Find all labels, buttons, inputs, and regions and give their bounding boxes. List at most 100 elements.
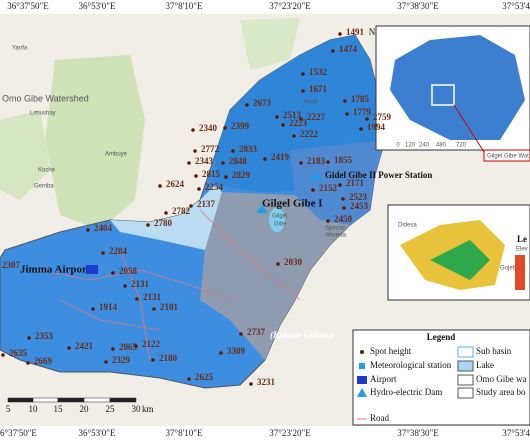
legend-item: Airport [370, 374, 397, 384]
spot-height: 2058 [119, 266, 138, 276]
scale-seg [57, 397, 85, 403]
spot-height-dot [101, 251, 105, 255]
feature-label: Jimma Airport [20, 264, 91, 276]
spot-height: 2421 [75, 341, 94, 351]
spot-height-dot [338, 183, 342, 187]
coord-top: 37°53'4 [502, 1, 530, 11]
spot-height: 1914 [99, 302, 118, 312]
dam-icon [310, 172, 322, 180]
spot-height: 2513 [283, 110, 302, 120]
spot-height: 2782 [172, 206, 191, 216]
legend-item: Omo Gibe wa [476, 374, 527, 384]
spot-height-dot [275, 115, 279, 119]
spot-height: 2523 [349, 192, 368, 202]
spot-height-dot [187, 377, 191, 381]
spot-height-dot [27, 336, 31, 340]
lake [269, 208, 285, 232]
spot-height-dot [359, 127, 363, 131]
spot-height-dot [326, 219, 330, 223]
spot-height: 2759 [373, 112, 392, 122]
legend-key [457, 387, 474, 399]
spot-height-dot [331, 49, 335, 53]
inset-box [431, 84, 455, 106]
spot-height-dot [146, 223, 150, 227]
scale-tick: 30 [132, 404, 142, 414]
spot-height-dot [299, 161, 303, 165]
spot-height: 1779 [353, 107, 372, 117]
spot-height: 2669 [34, 356, 53, 366]
spot-height-dot [311, 188, 315, 192]
spot-height-dot [219, 351, 223, 355]
spot-height-dot [123, 284, 127, 288]
roads [39, 209, 301, 361]
spot-height: 2307 [2, 260, 21, 270]
spot-height-dot [193, 149, 197, 153]
spot-height: 2137 [197, 199, 216, 209]
spot-height: 1855 [334, 155, 353, 165]
spot-height: 2624 [166, 179, 185, 189]
scale-tick: 15 [54, 404, 64, 414]
sub-basin-east [290, 140, 385, 225]
north-arrow: N [369, 27, 376, 37]
inset-label-box [483, 149, 530, 162]
spot-height: 2030 [284, 257, 303, 267]
scale-seg [83, 397, 111, 403]
inset-scale: 120 [405, 143, 416, 149]
spot-height-dot [1, 353, 5, 357]
coord-top: 36°37'50"E [7, 1, 49, 11]
legend-box [352, 329, 530, 426]
spot-height: 2065 [119, 342, 138, 352]
spot-height: 1785 [351, 94, 370, 104]
spot-height-dot [326, 160, 330, 164]
scale-tick: 20 [80, 404, 90, 414]
spot-height-dot [187, 161, 191, 165]
base-label: Limushay [30, 111, 56, 117]
legend-item: Hydro-electric Dam [370, 387, 442, 397]
scale-tick: 10 [29, 404, 39, 414]
forest [240, 18, 300, 70]
spot-height-dot [158, 184, 162, 188]
spot-height: 2404 [94, 223, 113, 233]
spot-height: 2254 [205, 182, 224, 192]
spot-height-dot [134, 344, 138, 348]
legend-title: Legend [427, 332, 456, 342]
spot-height: 2122 [142, 339, 161, 349]
base-label: Yanfa [12, 46, 28, 52]
spot-height: 2340 [199, 123, 218, 133]
scale-seg [7, 397, 34, 403]
sub-basin-center [200, 192, 350, 360]
spot-height: 2833 [239, 144, 258, 154]
coord-top: 37°23'20"E [269, 1, 311, 11]
base-label: Gemba [34, 184, 54, 190]
spot-height: 2131 [143, 292, 162, 302]
scale-seg [109, 397, 137, 403]
spot-height-dot [338, 32, 342, 36]
elevation-high [430, 240, 490, 280]
spot-height: 2772 [201, 144, 220, 154]
legend-item: Lake [476, 360, 494, 370]
inset-elev: Elev [516, 247, 528, 253]
spot-height-dot [194, 174, 198, 178]
spot-height-dot [151, 358, 155, 362]
legend-key [457, 374, 474, 386]
scale-tick: 5 [6, 404, 11, 414]
spot-height: 2222 [300, 129, 319, 139]
spot-height-dot [301, 89, 305, 93]
spot-height-dot [164, 211, 168, 215]
base-label: Gilgel [272, 214, 287, 220]
sub-basin-light [110, 185, 222, 250]
spot-height: 1491 [346, 27, 365, 37]
inset-scale: 240 [419, 143, 430, 149]
spot-height-dot [189, 204, 193, 208]
spot-height-dot [111, 347, 115, 351]
feature-label: Gilgel Gibe I [262, 198, 323, 210]
spot-height-dot [135, 297, 139, 301]
spot-height-dot [245, 103, 249, 107]
coord-bottom: 37°38'30"E [397, 428, 439, 438]
spot-height: 2419 [271, 152, 290, 162]
legend-item: Spot height [370, 346, 412, 356]
spot-height-dot [292, 134, 296, 138]
legend-item: Study area bo [476, 387, 526, 397]
spot-height: 2737 [247, 327, 266, 337]
